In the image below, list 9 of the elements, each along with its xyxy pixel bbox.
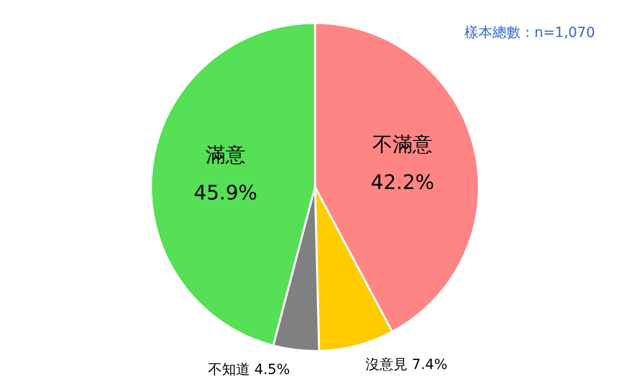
slice-label: 不滿意 [372,132,433,156]
data-label: 42.2% [370,170,434,194]
data-label: 45.9% [194,180,258,204]
slice-label: 沒意見 [365,356,408,373]
slice-label: 不知道 [208,362,250,378]
data-label: 7.4% [412,356,448,373]
slice-label: 滿意 [206,142,246,166]
data-label: 4.5% [254,362,290,378]
text: 樣本總數：n=1,070 [464,24,595,42]
